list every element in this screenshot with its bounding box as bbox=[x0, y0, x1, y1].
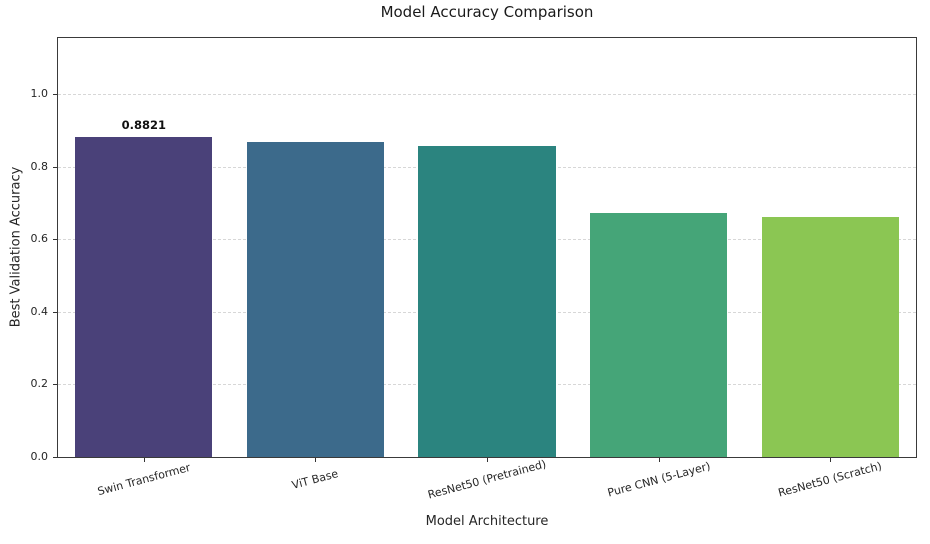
y-tick-mark bbox=[53, 384, 57, 386]
x-tick-mark bbox=[830, 458, 832, 462]
bar-value-label-swin-transformer: 0.8821 bbox=[121, 118, 166, 132]
y-tick-mark bbox=[53, 166, 57, 168]
y-tick-label: 0.0 bbox=[30, 450, 49, 463]
y-tick-mark bbox=[53, 94, 57, 96]
y-tick-label: 0.2 bbox=[30, 377, 49, 391]
bar-swin-transformer bbox=[75, 137, 213, 457]
x-tick-mark bbox=[315, 458, 317, 462]
x-tick-mark bbox=[658, 458, 660, 462]
bar-pure-cnn-5-layer bbox=[589, 213, 728, 457]
x-tick-mark bbox=[143, 458, 145, 462]
bar-vit-base bbox=[246, 142, 385, 457]
chart-title: Model Accuracy Comparison bbox=[380, 3, 594, 21]
x-tick-mark bbox=[487, 458, 488, 462]
y-tick-label: 0.6 bbox=[30, 232, 49, 246]
y-tick-mark bbox=[53, 457, 57, 458]
plot-area bbox=[57, 37, 917, 458]
y-tick-label: 0.4 bbox=[30, 304, 49, 318]
y-tick-label: 1.0 bbox=[30, 87, 49, 101]
bar-resnet50-scratch bbox=[761, 216, 899, 457]
y-tick-mark bbox=[53, 311, 57, 313]
y-tick-mark bbox=[53, 239, 57, 241]
bar-resnet50-pretrained bbox=[418, 146, 556, 457]
gridline-y-1.0 bbox=[58, 94, 916, 96]
x-axis-label: Model Architecture bbox=[425, 514, 549, 529]
y-axis-label: Best Validation Accuracy bbox=[8, 166, 24, 328]
y-tick-label: 0.8 bbox=[30, 159, 49, 173]
